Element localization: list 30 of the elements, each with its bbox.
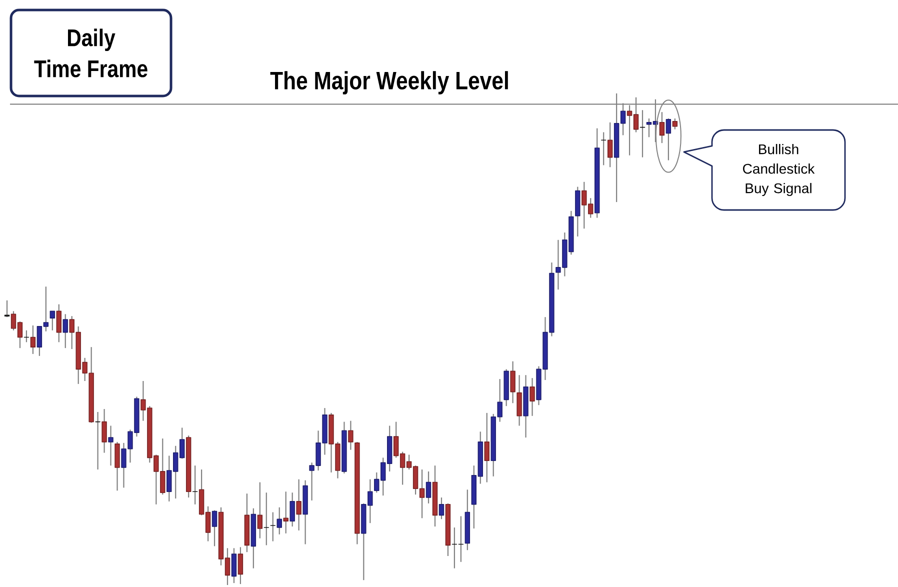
candlestick [438,496,444,520]
candlestick [108,425,114,466]
chart-title: Daily Time Frame [34,28,148,78]
candlestick [666,118,672,161]
candlestick [212,510,218,547]
candlestick [672,118,678,130]
candlestick [283,491,288,534]
candlestick [530,378,535,416]
candlestick [659,112,665,144]
candlestick [607,122,613,168]
candlestick [62,314,68,349]
candlestick [426,470,432,504]
candlestick [56,304,62,343]
candlestick [484,412,490,483]
candlestick [231,548,237,584]
candlestick [30,324,36,355]
candlestick [50,310,56,331]
ref-line-label: The Major Weekly Level [270,71,508,94]
candlestick [4,300,10,318]
candlestick [102,408,107,454]
candlestick [348,420,354,450]
candlestick [276,506,282,535]
candlestick [238,546,244,585]
candlestick [510,360,516,404]
candlestick [114,441,120,492]
candlestick [296,478,302,531]
candlestick [516,374,522,426]
text: Bullish Candlestick Buy Signal [743,144,815,196]
candlestick [290,492,295,528]
candlestick [257,482,263,539]
